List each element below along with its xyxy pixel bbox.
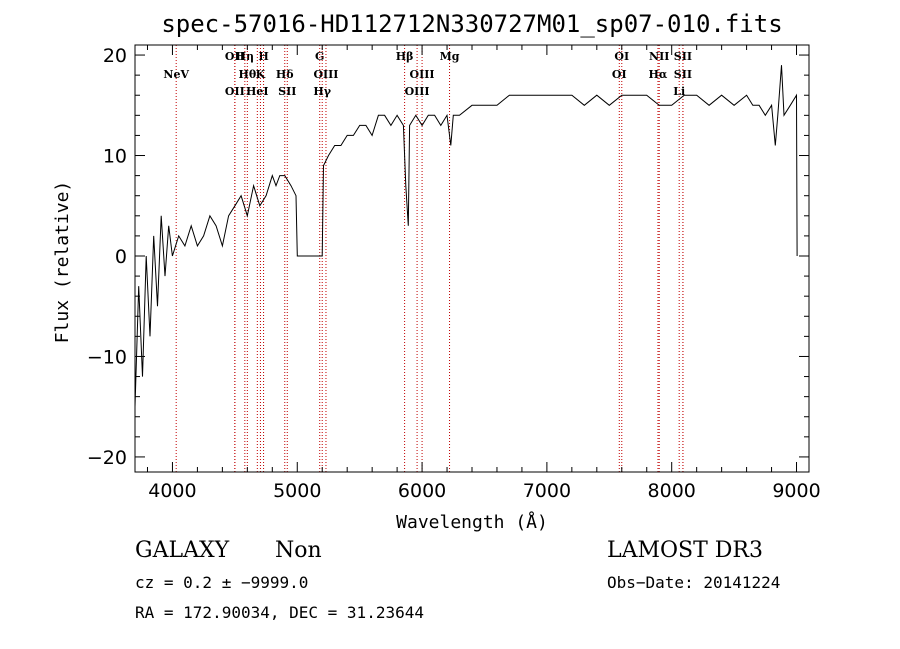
axis-ticks: 4000 5000 6000 7000 8000 9000 −20 −10 0 10 20 bbox=[87, 45, 821, 502]
emission-line-label: OIII bbox=[410, 68, 435, 81]
emission-line-label: OIII bbox=[313, 68, 338, 81]
emission-line-label: Hγ bbox=[313, 85, 331, 98]
emission-line-label: Hα bbox=[649, 68, 668, 81]
redshift-line: cz = 0.2 ± −9999.0 bbox=[135, 573, 309, 592]
y-tick-label: 0 bbox=[115, 246, 127, 268]
emission-line-label: NII bbox=[649, 50, 669, 63]
emission-line-label: G bbox=[315, 50, 324, 63]
emission-line-label: OII bbox=[225, 85, 245, 98]
x-axis-label: Wavelength (Å) bbox=[396, 511, 548, 533]
emission-line-label: Hθ bbox=[238, 68, 256, 81]
x-tick-label: 5000 bbox=[273, 480, 321, 502]
spectrum-chart: spec-57016-HD112712N330727M01_sp07-010.f… bbox=[52, 10, 821, 533]
x-tick-label: 6000 bbox=[398, 480, 446, 502]
coordinates: RA = 172.90034, DEC = 31.23644 bbox=[135, 603, 424, 622]
emission-line-label: Hη bbox=[236, 50, 254, 63]
emission-line-label: H bbox=[258, 50, 268, 63]
emission-line-label: OI bbox=[614, 50, 629, 63]
emission-line-label: NeV bbox=[163, 68, 189, 81]
observation-date: Obs−Date: 20141224 bbox=[607, 573, 781, 592]
y-tick-label: −20 bbox=[87, 447, 127, 469]
survey-name: LAMOST DR3 bbox=[607, 538, 763, 563]
y-axis-label: Flux (relative) bbox=[52, 181, 73, 344]
x-tick-label: 9000 bbox=[772, 480, 820, 502]
y-tick-label: 20 bbox=[103, 45, 127, 67]
x-tick-label: 8000 bbox=[648, 480, 696, 502]
y-tick-label: −10 bbox=[87, 346, 127, 368]
emission-line-label: OII bbox=[225, 50, 245, 63]
flux-series-line bbox=[134, 65, 798, 407]
chart-title: spec-57016-HD112712N330727M01_sp07-010.f… bbox=[161, 10, 782, 38]
object-class: GALAXY bbox=[135, 538, 230, 563]
emission-line-label: SII bbox=[278, 85, 296, 98]
spectrum-layer bbox=[134, 65, 798, 407]
emission-line-label: SII bbox=[674, 68, 692, 81]
emission-line-label: OIII bbox=[405, 85, 430, 98]
x-tick-label: 7000 bbox=[523, 480, 571, 502]
emission-line-label: Hβ bbox=[396, 50, 414, 63]
object-subclass: Non bbox=[275, 538, 322, 563]
emission-line-label: OI bbox=[612, 68, 627, 81]
emission-line-label: SII bbox=[674, 50, 692, 63]
emission-line-label: Hδ bbox=[276, 68, 294, 81]
emission-line-label: Li bbox=[673, 85, 685, 98]
x-tick-label: 4000 bbox=[148, 480, 196, 502]
emission-line-label: HeI bbox=[246, 85, 269, 98]
emission-line-label: Mg bbox=[440, 50, 460, 63]
y-tick-label: 10 bbox=[103, 146, 127, 168]
emission-line-label: K bbox=[256, 68, 266, 81]
plot-frame bbox=[134, 44, 810, 473]
